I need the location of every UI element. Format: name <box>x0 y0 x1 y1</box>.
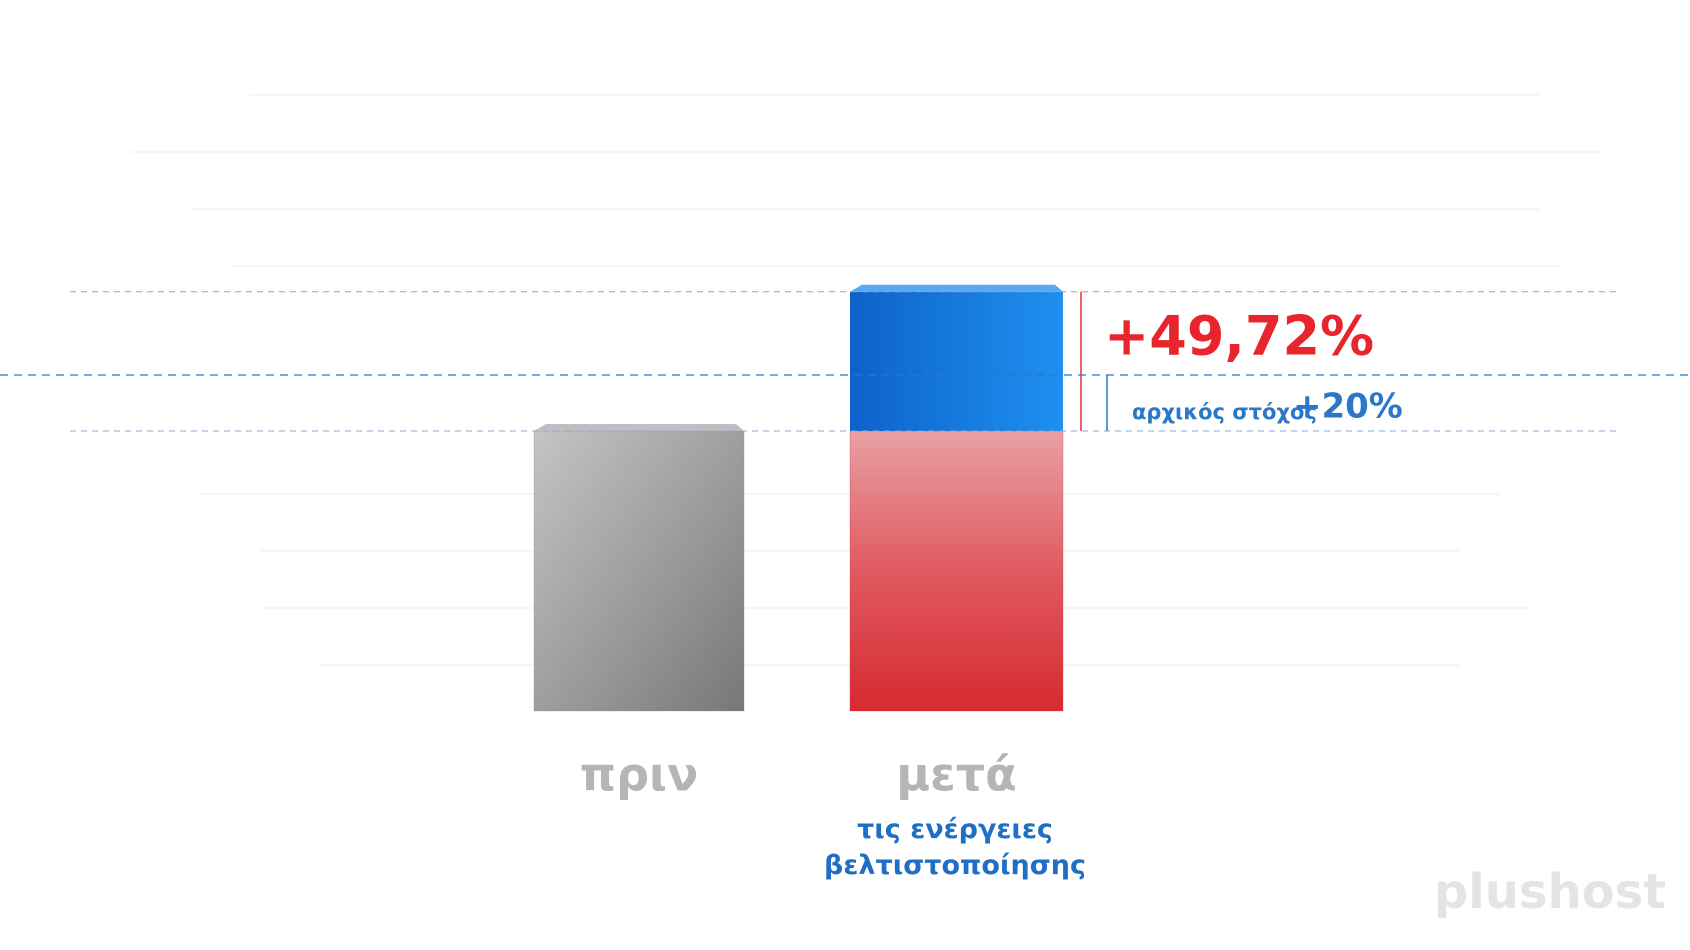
bar <box>849 430 1064 712</box>
bar-top <box>534 424 744 431</box>
x-tick-label: πριν <box>580 748 699 802</box>
target-value-label: +20% <box>1293 387 1403 427</box>
bar-top <box>850 284 1063 292</box>
target-label: αρχικός στόχος <box>1132 400 1317 424</box>
x-tick-label: μετά <box>896 748 1016 802</box>
category-note: τις ενέργειες βελτιστοποίησης <box>824 814 1086 881</box>
bar-segment <box>850 291 1063 431</box>
bar <box>533 430 745 712</box>
watermark: plushost <box>1434 864 1666 920</box>
value-label: +49,72% <box>1104 304 1374 367</box>
